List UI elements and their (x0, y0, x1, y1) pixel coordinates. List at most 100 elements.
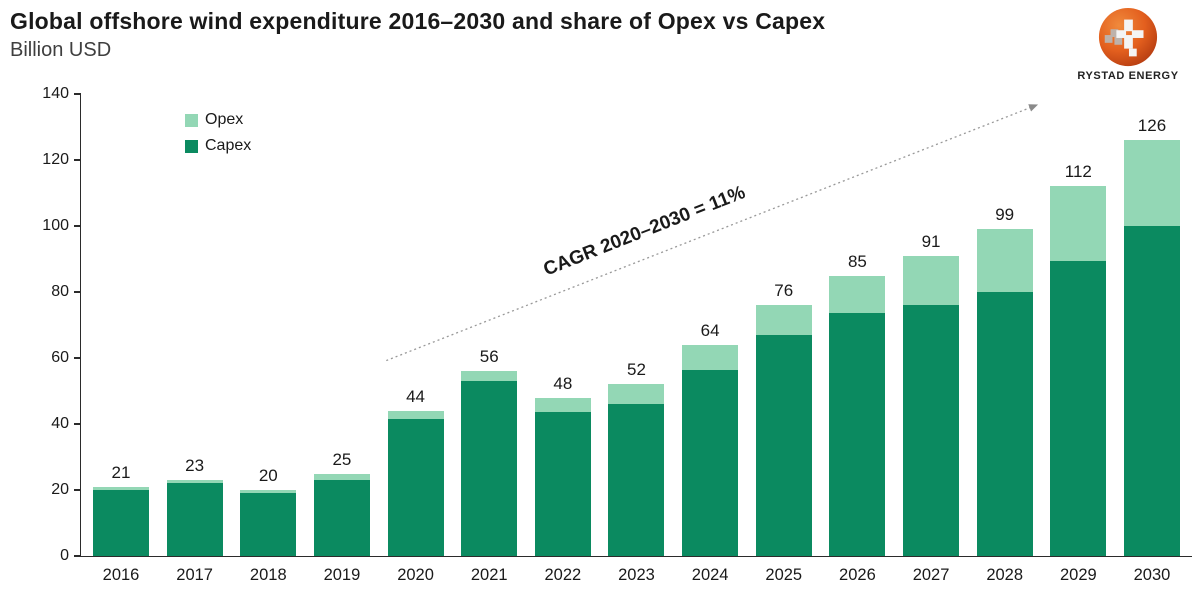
x-axis-label: 2030 (1133, 566, 1171, 584)
legend-label: Capex (205, 137, 252, 154)
bar-column: 64 2024 (676, 93, 744, 584)
opex-segment (461, 371, 518, 382)
y-axis-tick-mark (74, 225, 81, 227)
capex-segment (755, 334, 812, 556)
opex-segment (240, 490, 297, 494)
bar-column: 85 2026 (823, 93, 891, 584)
stacked-bar (534, 397, 591, 556)
chart-subtitle: Billion USD (10, 39, 112, 61)
stacked-bar (461, 371, 518, 556)
legend-item-opex: Opex (185, 111, 251, 129)
bar-total-label: 85 (847, 251, 867, 271)
capex-segment (387, 419, 444, 556)
stacked-bar (313, 473, 370, 556)
x-axis-label: 2023 (618, 566, 655, 584)
bar-column: 99 2028 (971, 93, 1039, 584)
y-axis-tick-label: 20 (51, 481, 69, 498)
x-axis-label: 2017 (176, 566, 213, 584)
opex-segment (829, 275, 886, 314)
bar-total-label: 126 (1137, 116, 1167, 136)
stacked-bar (1123, 140, 1180, 556)
y-axis-tick-mark (74, 555, 81, 557)
capex-segment (93, 490, 149, 556)
y-axis-tick-mark (74, 159, 81, 161)
bar-column: 48 2022 (529, 93, 597, 584)
opex-segment (313, 473, 370, 481)
rystad-logo: RYSTAD ENERGY (1064, 6, 1192, 82)
legend-item-capex: Capex (185, 137, 251, 155)
stacked-bar (1050, 186, 1107, 556)
capex-segment (608, 404, 665, 556)
bar-total-label: 76 (774, 281, 794, 301)
chart-header: Global offshore wind expenditure 2016–20… (10, 8, 825, 62)
y-axis-tick-mark (74, 291, 81, 293)
x-axis-label: 2022 (544, 566, 582, 584)
bar-total-label: 99 (995, 205, 1015, 225)
plot-area: CAGR 2020–2030 = 11% Opex Capex 0 20 40 60 80… (42, 85, 1192, 584)
bar-column: 20 2018 (234, 93, 302, 584)
stacked-bar (976, 229, 1033, 556)
y-axis-tick-label: 100 (42, 217, 69, 234)
x-axis-label: 2016 (102, 566, 140, 584)
capex-segment (240, 493, 297, 556)
bar-column: 76 2025 (750, 93, 818, 584)
bar-column: 126 2030 (1118, 93, 1186, 584)
opex-segment (682, 344, 739, 370)
bar-column: 23 2017 (161, 93, 229, 584)
opex-segment (976, 229, 1033, 292)
x-axis-label: 2026 (839, 566, 876, 584)
bar-column: 25 2019 (308, 93, 376, 584)
capex-segment (976, 292, 1033, 556)
y-axis-tick-label: 0 (60, 547, 69, 564)
bar-total-label: 91 (921, 231, 941, 251)
bar-total-label: 25 (332, 449, 352, 469)
y-axis-tick-label: 60 (51, 349, 69, 366)
bar-total-label: 20 (258, 466, 278, 486)
y-axis-tick-mark (74, 93, 81, 95)
stacked-bar (903, 255, 960, 556)
x-axis-label: 2024 (691, 566, 729, 584)
stacked-bar (608, 384, 665, 556)
bar-column: 112 2029 (1044, 93, 1112, 584)
bar-column: 44 2020 (382, 93, 450, 584)
legend-swatch-capex (185, 139, 198, 153)
bar-total-label: 23 (185, 456, 205, 476)
bar-column: 21 2016 (87, 93, 155, 584)
opex-segment (903, 255, 960, 306)
capex-segment (313, 480, 370, 556)
bar-column: 91 2027 (897, 93, 965, 584)
x-axis-label: 2028 (986, 566, 1024, 584)
stacked-bar (93, 486, 149, 556)
capex-segment (829, 313, 886, 556)
opex-segment (534, 397, 591, 413)
opex-segment (755, 305, 812, 335)
capex-segment (903, 305, 960, 556)
bar-total-label: 56 (479, 347, 499, 367)
x-axis-label: 2029 (1059, 566, 1097, 584)
opex-segment (608, 384, 665, 405)
y-axis-tick-label: 120 (42, 151, 69, 168)
y-axis-tick-label: 80 (51, 283, 69, 300)
stacked-bar (387, 410, 444, 556)
bar-total-label: 64 (700, 320, 720, 340)
bar-total-label: 48 (553, 373, 573, 393)
capex-segment (682, 369, 739, 556)
bar-total-label: 52 (627, 360, 646, 380)
bar-total-label: 21 (111, 462, 131, 482)
capex-segment (1123, 226, 1180, 556)
x-axis-label: 2019 (323, 566, 361, 584)
bar-column: 56 2021 (455, 93, 523, 584)
opex-segment (387, 410, 444, 420)
opex-segment (166, 480, 223, 484)
capex-segment (461, 381, 518, 556)
y-axis-tick-mark (74, 423, 81, 425)
x-axis-label: 2025 (765, 566, 803, 584)
capex-segment (1050, 260, 1107, 556)
opex-segment (93, 486, 149, 490)
chart-area: CAGR 2020–2030 = 11% Opex Capex 0 20 40 60 80… (42, 85, 1192, 584)
brand-text: RYSTAD ENERGY (1077, 70, 1179, 82)
x-axis-label: 2021 (470, 566, 508, 584)
y-axis-tick-label: 140 (42, 85, 69, 102)
bar-total-label: 112 (1064, 162, 1092, 182)
